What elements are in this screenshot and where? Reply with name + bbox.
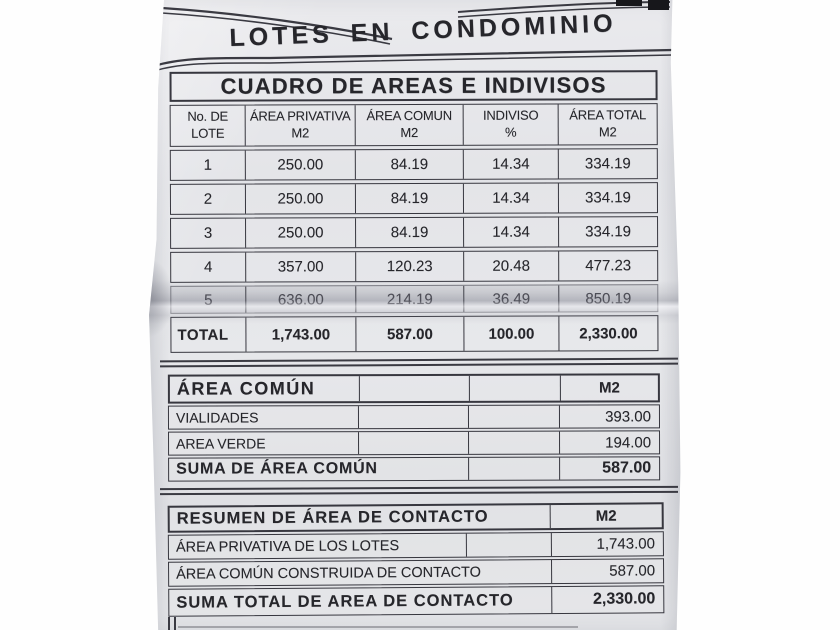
cell-area-total: 334.19 bbox=[557, 183, 658, 213]
row-label: VIALIDADES bbox=[175, 409, 259, 426]
cell-lote: 2 bbox=[203, 190, 213, 208]
cell-area-privativa: 636.00 bbox=[245, 286, 356, 313]
column-header-line: M2 bbox=[291, 125, 310, 141]
table-row-lote-3: 3 250.00 84.19 14.34 334.19 bbox=[170, 216, 659, 249]
cell-lote: 5 bbox=[204, 291, 213, 309]
column-header-area-total: ÁREA TOTAL M2 bbox=[557, 104, 657, 145]
cell-area-comun: 84.19 bbox=[354, 149, 463, 180]
table-row-area-comun-construida: ÁREA COMÚN CONSTRUIDA DE CONTACTO 587.00 bbox=[168, 558, 665, 587]
cell-area-total: 334.19 bbox=[558, 217, 658, 247]
column-header-area-privativa: ÁREA PRIVATIVA M2 bbox=[244, 105, 355, 146]
cuadro-table-body: 1 250.00 84.19 14.34 334.19 2 250.00 84.… bbox=[169, 148, 659, 314]
column-header-line: ÁREA PRIVATIVA bbox=[249, 108, 351, 124]
area-comun-table: ÁREA COMÚN M2 VIALIDADES 393.00 AREA VER… bbox=[167, 373, 661, 482]
cell-indiviso: 36.49 bbox=[463, 285, 559, 312]
column-header-indiviso: INDIVISO % bbox=[462, 104, 558, 145]
scan-artifact bbox=[616, 0, 642, 6]
column-header-line: No. DE bbox=[187, 108, 229, 124]
table-row-lote-5: 5 636.00 214.19 36.49 850.19 bbox=[170, 284, 659, 314]
total-area-privativa: 1,743.00 bbox=[245, 317, 356, 352]
total-indiviso: 100.00 bbox=[463, 316, 559, 351]
row-value: 1,743.00 bbox=[550, 532, 663, 557]
row-label: AREA VERDE bbox=[176, 435, 266, 452]
unit-header: M2 bbox=[559, 375, 658, 401]
cell-indiviso: 14.34 bbox=[462, 183, 559, 213]
column-header-lote: No. DE LOTE bbox=[171, 106, 245, 146]
cutoff-table-fragment bbox=[168, 617, 170, 630]
cell-lote: 4 bbox=[203, 258, 213, 276]
row-label: ÁREA COMÚN CONSTRUIDA DE CONTACTO bbox=[176, 564, 481, 583]
table-row-lote-4: 4 357.00 120.23 20.48 477.23 bbox=[170, 250, 659, 283]
resumen-total-row: SUMA TOTAL DE AREA DE CONTACTO 2,330.00 bbox=[168, 585, 665, 617]
empty-cell bbox=[358, 375, 469, 402]
cell-area-privativa: 357.00 bbox=[245, 252, 356, 282]
empty-cell bbox=[468, 431, 560, 454]
empty-cell bbox=[468, 457, 560, 480]
cutoff-table-fragment bbox=[178, 626, 578, 628]
area-comun-header-row: ÁREA COMÚN M2 bbox=[167, 373, 660, 404]
row-value: 587.00 bbox=[551, 559, 664, 584]
cell-indiviso: 14.34 bbox=[463, 217, 559, 247]
total-value: 587.00 bbox=[559, 457, 660, 480]
column-header-area-comun: ÁREA COMUN M2 bbox=[354, 104, 463, 146]
column-header-line: INDIVISO bbox=[482, 107, 539, 123]
cuadro-table-title: CUADRO DE AREAS E INDIVISOS bbox=[169, 70, 658, 102]
total-label: SUMA TOTAL DE AREA DE CONTACTO bbox=[176, 590, 514, 612]
row-value: 194.00 bbox=[559, 431, 660, 454]
table-row-vialidades: VIALIDADES 393.00 bbox=[167, 404, 661, 430]
empty-cell bbox=[357, 405, 469, 429]
cell-area-total: 850.19 bbox=[558, 285, 658, 312]
unit-header: M2 bbox=[549, 504, 662, 529]
cell-area-total: 334.19 bbox=[557, 149, 657, 179]
cell-area-privativa: 250.00 bbox=[244, 184, 356, 214]
column-header-line: M2 bbox=[400, 124, 419, 141]
cell-lote: 3 bbox=[203, 224, 213, 242]
decorative-crease-lines bbox=[153, 1, 675, 72]
empty-cell bbox=[467, 405, 560, 428]
column-header-line: ÁREA COMUN bbox=[366, 107, 452, 124]
cell-area-comun: 214.19 bbox=[355, 285, 464, 313]
cell-area-comun: 84.19 bbox=[354, 183, 464, 214]
total-label: SUMA DE ÁREA COMÚN bbox=[176, 460, 378, 478]
area-comun-title: ÁREA COMÚN bbox=[176, 378, 316, 399]
cell-indiviso: 14.34 bbox=[462, 149, 558, 179]
cell-area-comun: 120.23 bbox=[355, 251, 464, 282]
cuadro-header-row: No. DE LOTE ÁREA PRIVATIVA M2 ÁREA COMUN… bbox=[169, 103, 658, 147]
cutoff-table-fragment bbox=[174, 617, 176, 630]
empty-cell bbox=[468, 375, 560, 401]
row-label: ÁREA PRIVATIVA DE LOS LOTES bbox=[175, 537, 400, 556]
column-header-line: % bbox=[505, 124, 517, 140]
cell-indiviso: 20.48 bbox=[463, 251, 559, 281]
table-row-lote-2: 2 250.00 84.19 14.34 334.19 bbox=[169, 182, 659, 215]
cuadro-areas-table: CUADRO DE AREAS E INDIVISOS No. DE LOTE … bbox=[169, 70, 659, 353]
resumen-title: RESUMEN DE ÁREA DE CONTACTO bbox=[176, 507, 489, 528]
total-area-comun: 587.00 bbox=[355, 316, 464, 352]
double-line-separator bbox=[159, 357, 679, 367]
cell-area-total: 477.23 bbox=[558, 251, 658, 281]
total-label: TOTAL bbox=[177, 326, 229, 344]
area-comun-total-row: SUMA DE ÁREA COMÚN 587.00 bbox=[168, 456, 661, 482]
column-header-line: LOTE bbox=[191, 125, 225, 141]
scan-artifact bbox=[648, 0, 669, 10]
row-value: 393.00 bbox=[558, 405, 660, 428]
double-line-separator bbox=[159, 485, 679, 495]
cell-lote: 1 bbox=[203, 156, 213, 174]
total-area-total: 2,330.00 bbox=[558, 316, 658, 351]
table-row-area-verde: AREA VERDE 194.00 bbox=[168, 430, 661, 456]
column-header-line: M2 bbox=[598, 124, 617, 140]
scanned-paper-sheet: LOTES EN CONDOMINIO CUADRO DE AREAS E IN… bbox=[149, 0, 681, 630]
cell-area-comun: 84.19 bbox=[355, 217, 464, 248]
resumen-contacto-table: RESUMEN DE ÁREA DE CONTACTO M2 ÁREA PRIV… bbox=[167, 502, 665, 617]
column-header-line: ÁREA TOTAL bbox=[569, 107, 647, 123]
cell-area-privativa: 250.00 bbox=[244, 150, 355, 180]
cell-area-privativa: 250.00 bbox=[245, 218, 356, 248]
table-row-lote-1: 1 250.00 84.19 14.34 334.19 bbox=[169, 148, 658, 181]
empty-cell bbox=[465, 533, 551, 557]
resumen-header-row: RESUMEN DE ÁREA DE CONTACTO M2 bbox=[167, 502, 664, 533]
table-row-area-privativa-lotes: ÁREA PRIVATIVA DE LOS LOTES 1,743.00 bbox=[167, 531, 664, 560]
total-value: 2,330.00 bbox=[551, 586, 664, 614]
empty-cell bbox=[358, 431, 469, 455]
cuadro-total-row: TOTAL 1,743.00 587.00 100.00 2,330.00 bbox=[170, 315, 659, 353]
